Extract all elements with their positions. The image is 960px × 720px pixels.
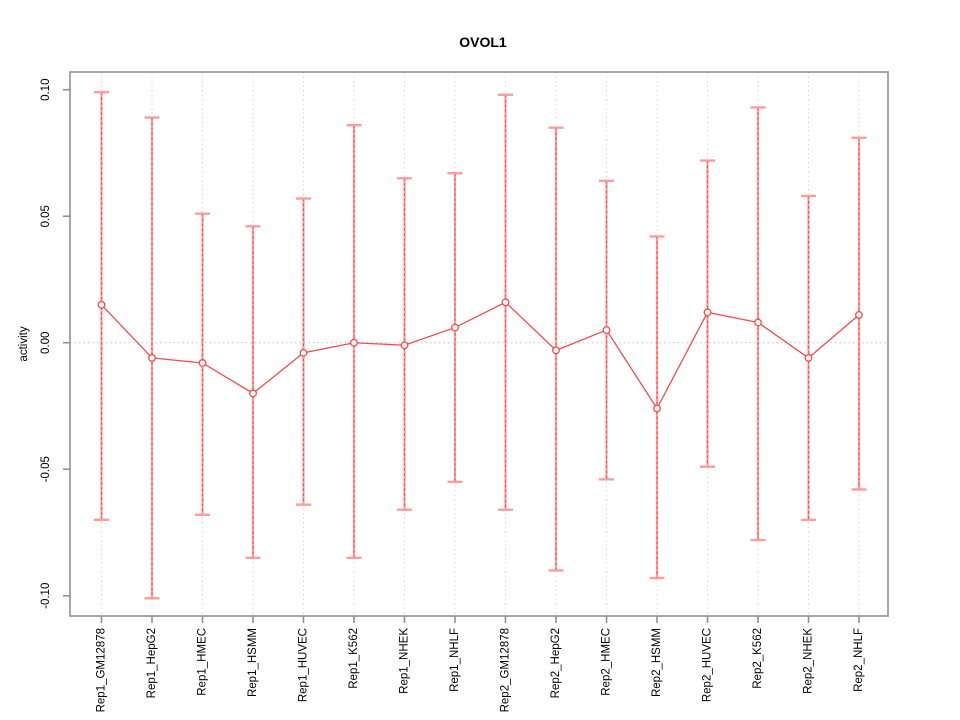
data-point — [703, 308, 712, 317]
x-tick-label: Rep1_K562 — [348, 628, 360, 689]
data-point — [198, 359, 207, 367]
data-point — [602, 326, 611, 335]
plot-border-box — [69, 71, 889, 617]
x-tick-label: Rep1_NHEK — [399, 628, 411, 694]
x-tick-label: Rep2_HSMM — [651, 628, 663, 697]
data-point — [97, 300, 106, 309]
x-tick-label: Rep1_NHLF — [449, 628, 461, 692]
x-tick-label: Rep1_HMEC — [197, 628, 209, 696]
x-tick-label: Rep2_NHEK — [803, 628, 815, 694]
x-tick-label: Rep2_GM12878 — [500, 628, 512, 712]
data-point — [804, 353, 813, 362]
axis-layer: 0.10 0.05 0.00 -0.05 -0.10 Rep1_GM12878 Rep1_H… — [40, 79, 865, 713]
y-tick-label: 0.05 — [40, 205, 52, 227]
data-point — [451, 323, 459, 332]
x-tick-label: Rep1_HepG2 — [146, 628, 158, 698]
x-tick-label: Rep1_HUVEC — [298, 628, 310, 702]
data-point — [299, 348, 308, 357]
x-tick-label: Rep2_K562 — [752, 628, 764, 689]
x-tick-label: Rep2_HMEC — [601, 628, 613, 696]
gridline-layer — [70, 72, 888, 616]
x-tick-label: Rep2_HepG2 — [550, 628, 562, 698]
data-point — [148, 353, 156, 362]
data-point — [501, 298, 510, 307]
x-tick-label: Rep2_HUVEC — [702, 628, 714, 702]
data-point — [653, 404, 661, 413]
data-point — [350, 338, 358, 347]
data-point — [552, 346, 560, 355]
x-tick-label: Rep1_HSMM — [247, 628, 259, 697]
x-tick-label: Rep2_NHLF — [853, 628, 865, 692]
y-tick-label: -0.05 — [40, 456, 52, 482]
data-point — [400, 341, 409, 350]
y-tick-label: -0.10 — [40, 583, 52, 609]
error-bar-layer — [94, 91, 867, 600]
y-tick-label: 0.00 — [40, 332, 52, 354]
data-point — [754, 318, 762, 327]
x-tick-label: Rep1_GM12878 — [96, 628, 108, 712]
series-layer — [97, 298, 863, 413]
data-point — [249, 389, 257, 398]
chart-title: OVOL1 — [459, 34, 507, 50]
series-line — [101, 301, 860, 410]
data-point — [855, 310, 863, 319]
y-tick-label: 0.10 — [40, 79, 52, 101]
y-axis-title: activity — [18, 326, 30, 361]
